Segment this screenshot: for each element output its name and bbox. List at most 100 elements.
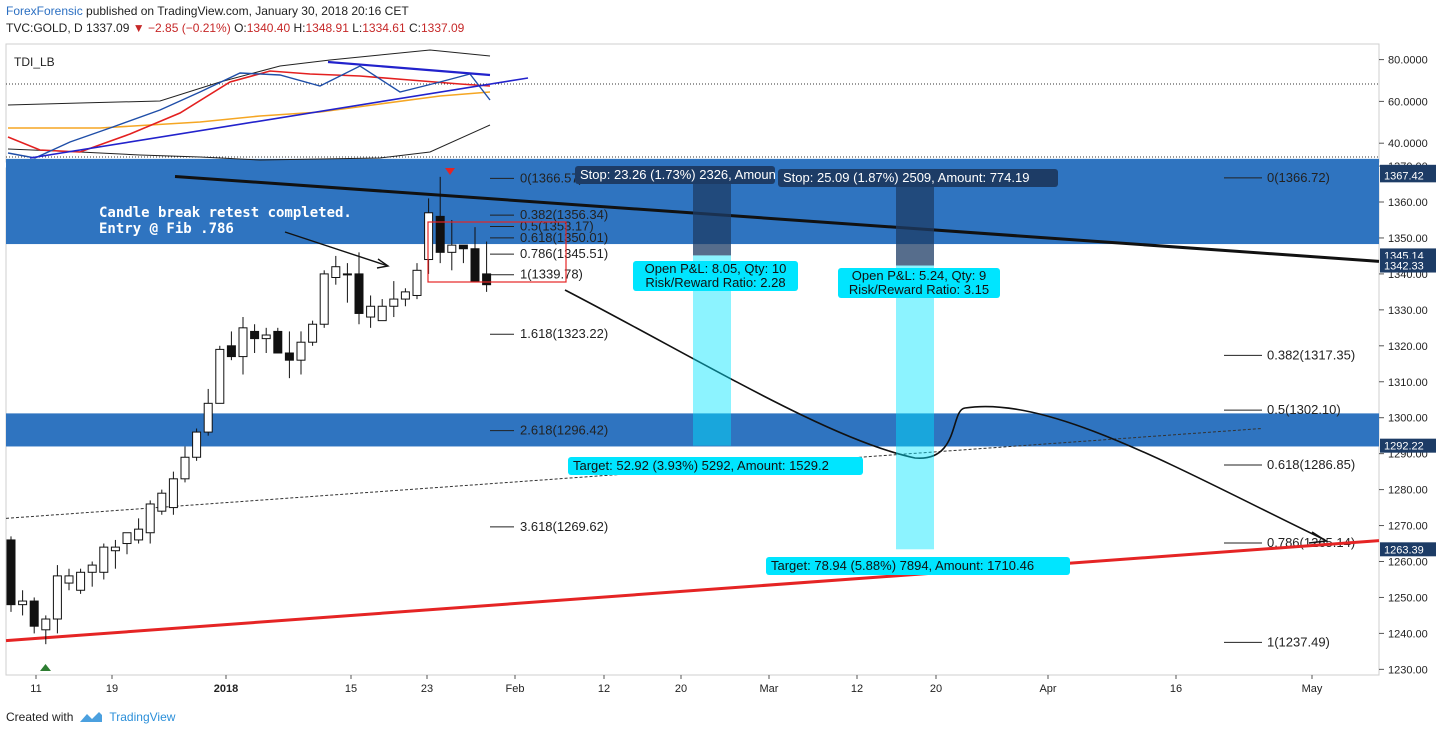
candle (134, 528, 144, 541)
candle (331, 266, 341, 278)
price-tag-label: 1342.33 (1384, 261, 1424, 273)
fib-level-label: 0(1366.72) (1267, 170, 1330, 185)
candle (354, 273, 364, 314)
y-tick-label: 1240.00 (1388, 628, 1428, 640)
candle (308, 323, 318, 343)
stop-zone (693, 171, 731, 256)
candle (99, 546, 109, 573)
candle (192, 431, 202, 458)
candle (319, 273, 329, 325)
rr-label: Risk/Reward Ratio: 2.28 (645, 275, 785, 290)
x-tick-label: 15 (345, 683, 357, 695)
x-tick-label: 20 (675, 683, 687, 695)
y-tick-label: 1320.00 (1388, 341, 1428, 353)
publisher-link[interactable]: ForexForensic (6, 4, 83, 18)
y-tick-label: 1260.00 (1388, 557, 1428, 569)
fib-level-label: 0.618(1286.85) (1267, 457, 1355, 472)
candle (400, 291, 410, 300)
price-tag (1380, 258, 1436, 273)
indicator-rsi-line (7, 65, 491, 159)
x-tick-label: Mar (760, 683, 779, 695)
y-tick-label: 1330.00 (1388, 305, 1428, 317)
candle (458, 244, 468, 250)
y-tick-label: 40.0000 (1388, 138, 1428, 150)
candle (296, 341, 306, 361)
indicator-name: TDI_LB (14, 55, 55, 69)
annotation-text: Entry @ Fib .786 (99, 221, 234, 237)
candle (250, 330, 260, 340)
candle (122, 532, 132, 545)
annotation-arrow (284, 231, 389, 267)
fib-level-label: 0.382(1356.34) (520, 207, 608, 222)
stop-label: Stop: 25.09 (1.87%) 2509, Amount: 774.19 (783, 170, 1029, 185)
candle (342, 273, 352, 276)
down-triangle-icon: ▼ (132, 21, 145, 35)
x-tick-label: May (1302, 683, 1323, 695)
price-tag (1380, 542, 1436, 557)
target-label-box (766, 557, 1070, 575)
target-label-box (568, 457, 863, 475)
price-tag-label: 1263.39 (1384, 544, 1424, 556)
x-tick-label: Apr (1039, 683, 1056, 695)
fib-level-label: 0.5(1302.10) (1267, 402, 1341, 417)
candle (273, 330, 283, 354)
tradingview-link[interactable]: TradingView (109, 710, 176, 724)
stop-label: Stop: 23.26 (1.73%) 2326, Amoun (580, 167, 776, 182)
open-label: O: (234, 21, 247, 35)
y-tick-label: 1310.00 (1388, 377, 1428, 389)
fib-level-label: 1.618(1323.22) (520, 326, 608, 341)
candle (110, 546, 120, 552)
price-tag-label: 1292.22 (1384, 441, 1424, 453)
footer: Created with TradingView (6, 710, 175, 724)
candle (482, 273, 492, 286)
candle (87, 564, 97, 573)
target-label: Target: 78.94 (5.88%) 7894, Amount: 1710… (771, 558, 1034, 573)
candle (284, 352, 294, 361)
symbol-label: TVC:GOLD, D (6, 21, 83, 35)
created-with-text: Created with (6, 710, 74, 724)
price-tag (1380, 168, 1436, 183)
up-marker-icon (40, 664, 51, 671)
rr-label: Risk/Reward Ratio: 3.15 (849, 282, 989, 297)
y-tick-label: 1230.00 (1388, 664, 1428, 676)
x-tick-label: 12 (851, 683, 863, 695)
publish-line: ForexForensic published on TradingView.c… (6, 3, 464, 20)
candle (447, 244, 457, 253)
fib-level-label: 0(1366.57) (520, 170, 583, 185)
annotation-text: Candle break retest completed. (99, 205, 352, 221)
candle (180, 456, 190, 480)
candle (29, 600, 39, 627)
highlight-box (427, 221, 567, 283)
last-price: 1337.09 (86, 21, 130, 35)
ohlc-line: TVC:GOLD, D 1337.09 ▼ −2.85 (−0.21%) O:1… (6, 20, 464, 37)
x-tick-label: 11 (30, 683, 41, 695)
candle (424, 212, 434, 261)
indicator-midline (8, 91, 491, 129)
price-tag (1380, 438, 1436, 453)
high-label: H: (293, 21, 306, 35)
low-value: 1334.61 (362, 21, 406, 35)
x-tick-label: 16 (1170, 683, 1182, 695)
x-tick-label: 19 (106, 683, 118, 695)
candle (76, 571, 86, 591)
x-tick-label: 20 (930, 683, 942, 695)
published-text: published on TradingView.com, January 30… (86, 4, 409, 18)
candle (366, 305, 376, 318)
candle (261, 334, 271, 340)
price-tag-label: 1367.42 (1384, 170, 1424, 182)
open-pl-label: Open P&L: 8.05, Qty: 10 (645, 261, 787, 276)
descending-trendline (174, 174, 1380, 263)
low-label: L: (352, 21, 363, 35)
candle (226, 345, 236, 358)
fib-level-label: 1(1237.49) (1267, 634, 1330, 649)
indicator-pane (5, 43, 1380, 163)
candle (168, 478, 178, 509)
candle (238, 327, 248, 358)
x-tick-label: 2018 (214, 683, 238, 695)
candle (412, 269, 422, 296)
y-tick-label: 1360.00 (1388, 197, 1428, 209)
candle (64, 575, 74, 584)
chart-header: ForexForensic published on TradingView.c… (6, 3, 464, 37)
open-value: 1340.40 (246, 21, 291, 35)
